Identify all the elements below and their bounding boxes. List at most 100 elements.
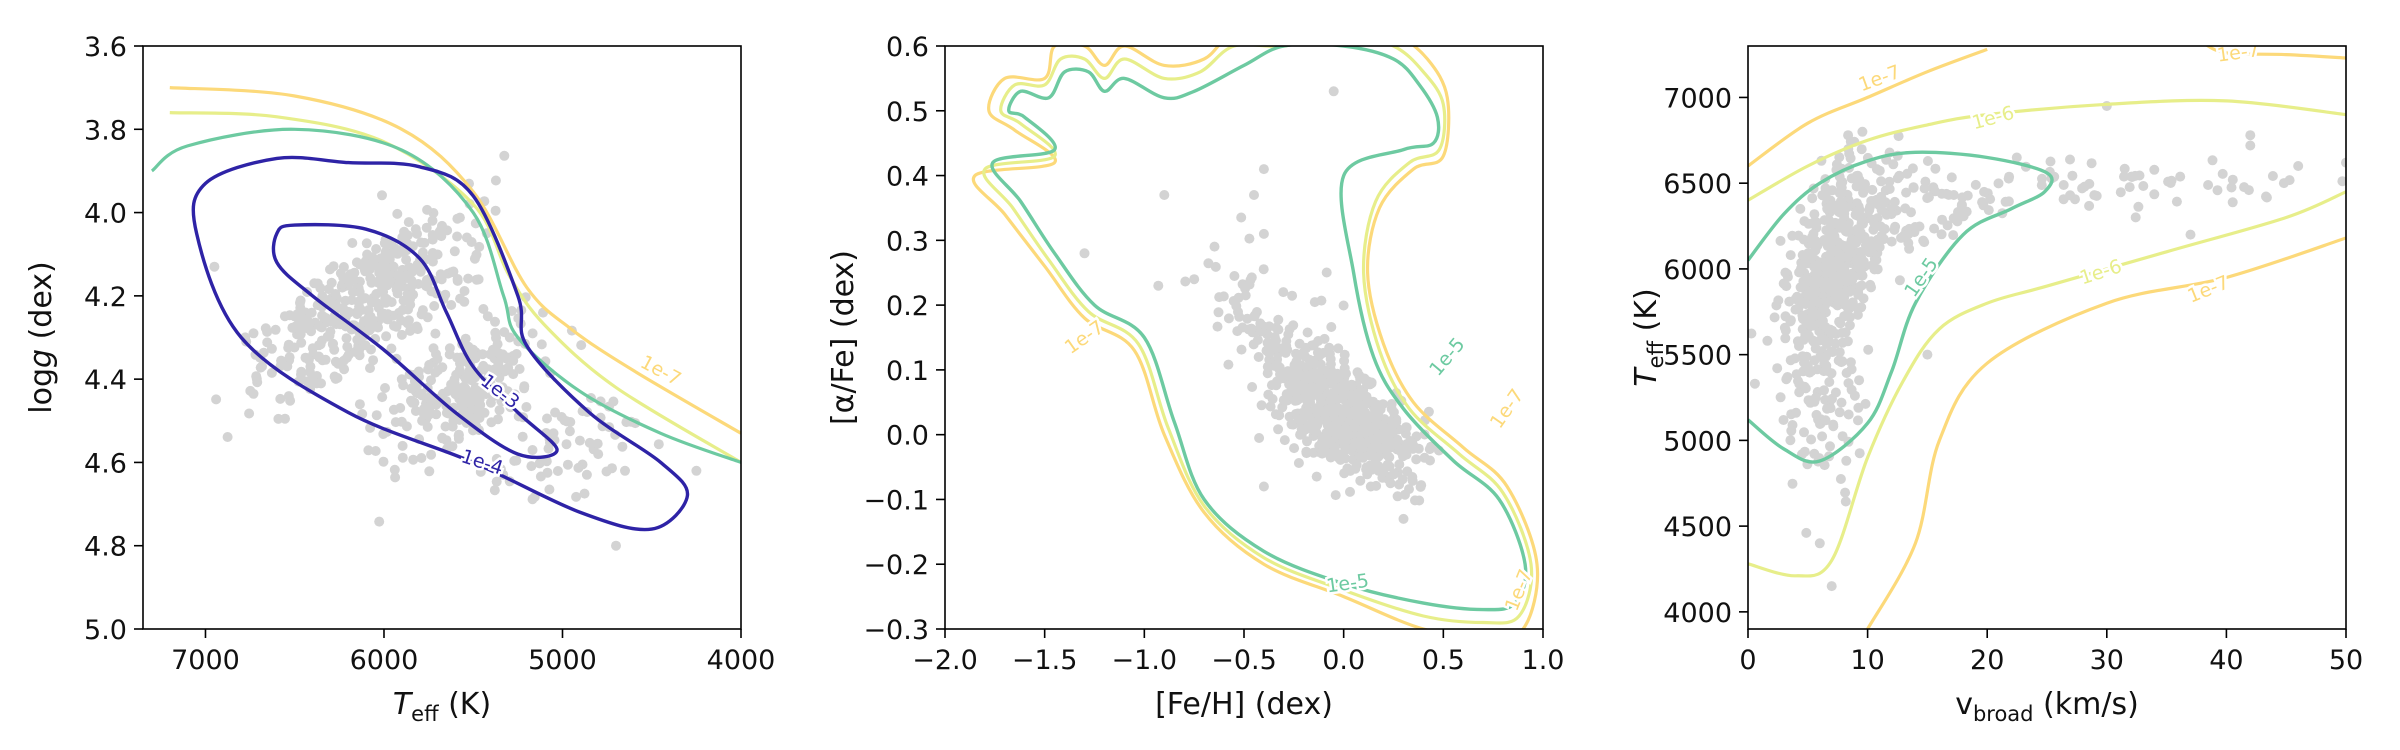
scatter-point [1304,354,1315,365]
scatter-point [1843,409,1854,420]
scatter-point [1858,293,1869,304]
scatter-point [302,316,313,326]
scatter-point [548,428,559,439]
scatter-point [260,323,271,334]
x-tick-label: 1.0 [1522,645,1565,676]
scatter-point [1780,267,1791,278]
scatter-point [401,254,412,265]
scatter-point [1828,419,1839,430]
scatter-point [1426,441,1436,452]
scatter-point [1797,310,1808,321]
scatter-point [1819,385,1829,396]
scatter-point [491,476,502,487]
scatter-point [1799,446,1810,457]
scatter-point [1799,427,1809,438]
scatter-point [1792,336,1803,347]
y-tick-label: 4.0 [84,199,127,230]
scatter-point [1368,396,1379,407]
scatter-point [365,316,376,327]
y-tick-label: 3.8 [84,115,127,146]
scatter-point [1826,346,1837,357]
scatter-point [1189,274,1200,285]
scatter-point [401,421,412,432]
scatter-point [1787,230,1798,241]
scatter-point [1323,448,1334,459]
scatter-point [446,300,457,310]
contour-label: 1e-6 [2077,255,2124,289]
scatter-point [245,385,256,396]
scatter-point [2217,168,2228,179]
scatter-point [452,274,463,284]
scatter-point [380,247,391,258]
scatter-point [1411,454,1422,465]
scatter-point [1906,207,1916,218]
x-tick-label: 10 [1850,645,1884,676]
scatter-point [1835,474,1846,484]
scatter-point [508,355,519,366]
contour-label: 1e-5 [1900,254,1943,302]
scatter-point [1830,387,1841,398]
scatter-point [527,328,538,339]
scatter-point [1401,449,1412,460]
scatter-point [1310,403,1321,414]
scatter-point [511,455,522,466]
x-tick-label: 6000 [350,645,419,676]
scatter-point [421,222,432,233]
scatter-point [1942,220,1953,231]
scatter-point [1794,267,1805,278]
scatter-point [1894,171,1905,182]
scatter-point [1970,179,1981,190]
scatter-point [2245,130,2256,141]
contour-label: 1e-6 [1970,102,2017,134]
y-tick-label: −0.2 [863,550,929,581]
scatter-point [275,393,286,404]
scatter-point [2163,176,2174,187]
scatter-point [1279,435,1290,446]
scatter-point [419,237,430,248]
scatter-point [381,331,392,342]
scatter-point [592,438,603,449]
y-tick-label: 6500 [1663,169,1732,200]
scatter-point [1904,243,1915,254]
scatter-point [1302,436,1312,447]
scatter-point [490,205,501,216]
scatter-point [1820,415,1831,426]
scatter-point [1827,185,1838,196]
scatter-point [1391,416,1402,427]
scatter-point [1901,187,1912,198]
scatter-point [1317,440,1328,450]
x-tick-label: 0 [1739,645,1756,676]
scatter-point [1797,250,1808,260]
scatter-point [1762,335,1773,346]
scatter-point [390,472,401,483]
scatter-point [392,208,403,219]
scatter-point [1236,212,1247,223]
scatter-point [1842,299,1853,310]
scatter-point [1817,190,1828,201]
scatter-point [2067,170,2078,181]
scatter-point [1884,176,1895,187]
scatter-point [1837,337,1848,348]
scatter-point [1790,294,1801,305]
scatter-point [316,322,327,333]
scatter-point [429,301,440,311]
scatter-point [561,439,572,450]
y-tick-label: −0.3 [863,615,929,646]
scatter-point [1332,394,1343,405]
scatter-point [1922,349,1933,360]
contour-label: 1e-5 [1325,570,1370,598]
scatter-point [394,277,405,288]
scatter-point [1884,184,1895,194]
y-tick-label: 4.4 [84,365,127,396]
scatter-point [1273,424,1284,435]
scatter-point [1787,478,1798,489]
scatter-point [1888,159,1899,170]
y-tick-label: 5000 [1663,426,1732,457]
scatter-point [1321,267,1332,278]
scatter-point [452,213,463,224]
scatter-point [1845,285,1856,296]
scatter-point [2003,196,2014,207]
scatter-point [1345,410,1356,420]
x-tick-label: −2.0 [912,645,978,676]
scatter-point [1936,229,1947,240]
